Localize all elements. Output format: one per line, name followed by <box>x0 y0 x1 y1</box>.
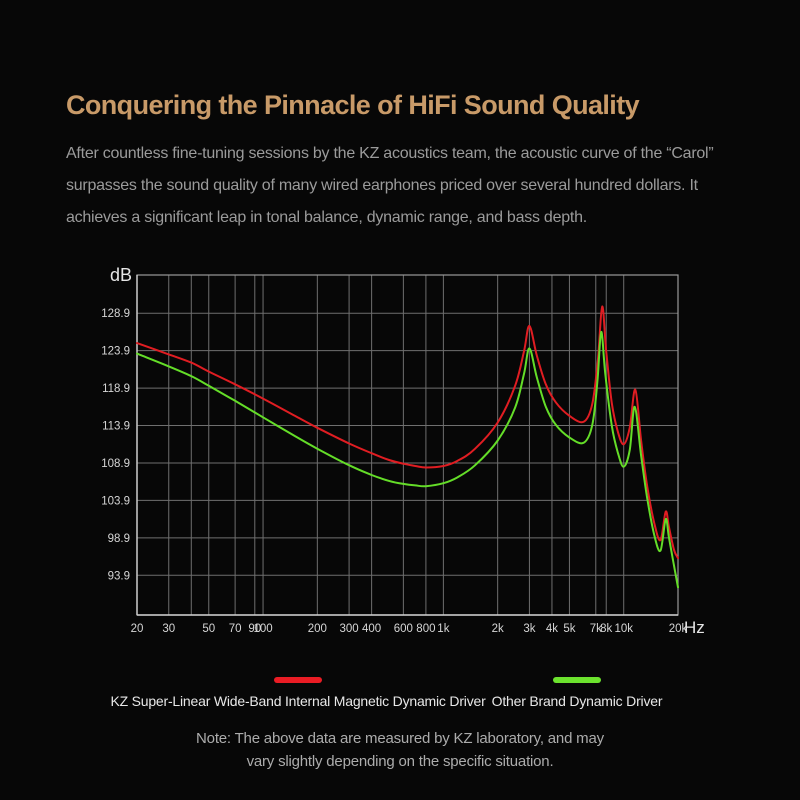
x-tick-label: 200 <box>308 623 327 635</box>
x-tick-label: 8k <box>600 623 612 635</box>
x-tick-label: 2k <box>492 623 504 635</box>
x-tick-label: 4k <box>546 623 558 635</box>
legend-label-kz: KZ Super-Linear Wide-Band Internal Magne… <box>110 693 486 709</box>
y-tick-label: 118.9 <box>102 383 130 395</box>
x-tick-label: 10k <box>614 623 633 635</box>
x-tick-label: 800 <box>416 623 435 635</box>
legend-swatch-kz <box>274 677 322 683</box>
x-tick-label: 70 <box>229 623 242 635</box>
legend-item-other-brand: Other Brand Dynamic Driver <box>467 670 687 709</box>
series-curve-kz <box>136 305 679 560</box>
plot-border <box>136 274 679 616</box>
x-tick-label: 20 <box>131 623 144 635</box>
intro-paragraph: After countless fine-tuning sessions by … <box>66 145 714 226</box>
y-tick-label: 128.9 <box>101 308 130 320</box>
series-curve-other <box>136 330 679 589</box>
x-tick-label: 100 <box>253 623 272 635</box>
x-tick-label: 7k <box>590 623 602 635</box>
x-tick-label: 300 <box>339 623 358 635</box>
x-tick-label: 20k <box>669 623 688 635</box>
x-tick-label: 400 <box>362 623 381 635</box>
y-axis-unit-label: dB <box>110 265 132 285</box>
x-tick-label: 90 <box>248 623 261 635</box>
y-tick-label: 108.9 <box>101 458 130 470</box>
legend-label-other: Other Brand Dynamic Driver <box>491 693 663 709</box>
chart-canvas: 128.9 123.9 118.9 113.9 108.9 103.9 98.9 93.9 20… <box>101 265 705 637</box>
x-axis-unit-label: Hz <box>684 618 705 637</box>
y-tick-label: 123.9 <box>101 346 130 358</box>
y-tick-label: 103.9 <box>101 495 130 507</box>
footnote-line-1: Note: The above data are measured by KZ … <box>196 730 604 747</box>
frequency-response-chart: 128.9 123.9 118.9 113.9 108.9 103.9 98.9 93.9 20… <box>0 250 800 650</box>
footnote: Note: The above data are measured by KZ … <box>0 727 800 773</box>
x-tick-label: 1k <box>437 623 449 635</box>
x-tick-label: 30 <box>162 623 175 635</box>
y-tick-label: 113.9 <box>102 421 130 433</box>
footnote-line-2: vary slightly depending on the specific … <box>246 753 554 770</box>
legend-swatch-other <box>553 677 601 683</box>
x-tick-label: 3k <box>523 623 535 635</box>
x-tick-label: 5k <box>563 623 575 635</box>
y-tick-label: 93.9 <box>108 570 130 582</box>
legend-item-kz-driver: KZ Super-Linear Wide-Band Internal Magne… <box>110 670 486 709</box>
x-tick-label: 50 <box>202 623 215 635</box>
y-tick-label: 98.9 <box>108 533 130 545</box>
chart-legend: KZ Super-Linear Wide-Band Internal Magne… <box>0 670 800 718</box>
page-title: Conquering the Pinnacle of HiFi Sound Qu… <box>66 90 640 121</box>
x-tick-label: 600 <box>394 623 413 635</box>
